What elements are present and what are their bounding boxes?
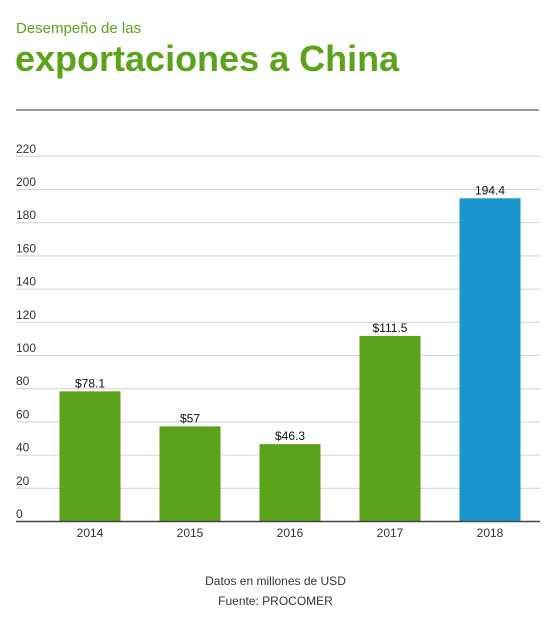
y-tick-label: 180 — [16, 208, 36, 222]
source-note: Fuente: PROCOMER — [218, 594, 333, 608]
y-tick-label: 100 — [16, 341, 36, 355]
y-tick-label: 20 — [16, 474, 30, 488]
y-tick-label: 60 — [16, 407, 30, 421]
x-tick-label: 2014 — [77, 526, 104, 540]
y-tick-label: 40 — [16, 441, 30, 455]
y-tick-label: 140 — [16, 275, 36, 289]
bar — [59, 391, 121, 521]
title-divider — [16, 109, 539, 111]
x-tick-label: 2017 — [377, 526, 404, 540]
data-label: $111.5 — [373, 321, 408, 335]
y-tick-label: 160 — [16, 241, 36, 255]
y-tick-label: 80 — [16, 374, 30, 388]
data-label: $57 — [180, 411, 200, 425]
x-tick-label: 2018 — [477, 526, 504, 540]
bar — [259, 444, 321, 521]
chart-title: exportaciones a China — [15, 38, 400, 79]
bar — [459, 198, 521, 521]
data-label: 194.4 — [475, 183, 505, 197]
y-tick-label: 220 — [16, 142, 36, 156]
y-tick-label: 120 — [16, 308, 36, 322]
data-label: $46.3 — [275, 429, 305, 443]
y-tick-label: 200 — [16, 175, 36, 189]
x-tick-label: 2016 — [277, 526, 304, 540]
y-tick-label: 0 — [16, 507, 23, 521]
bar — [359, 335, 421, 521]
chart-subtitle: Desempeño de las — [16, 20, 142, 37]
data-label: $78.1 — [75, 376, 105, 390]
bar — [159, 426, 221, 521]
unit-note: Datos en millones de USD — [205, 574, 346, 588]
x-tick-label: 2015 — [177, 526, 204, 540]
